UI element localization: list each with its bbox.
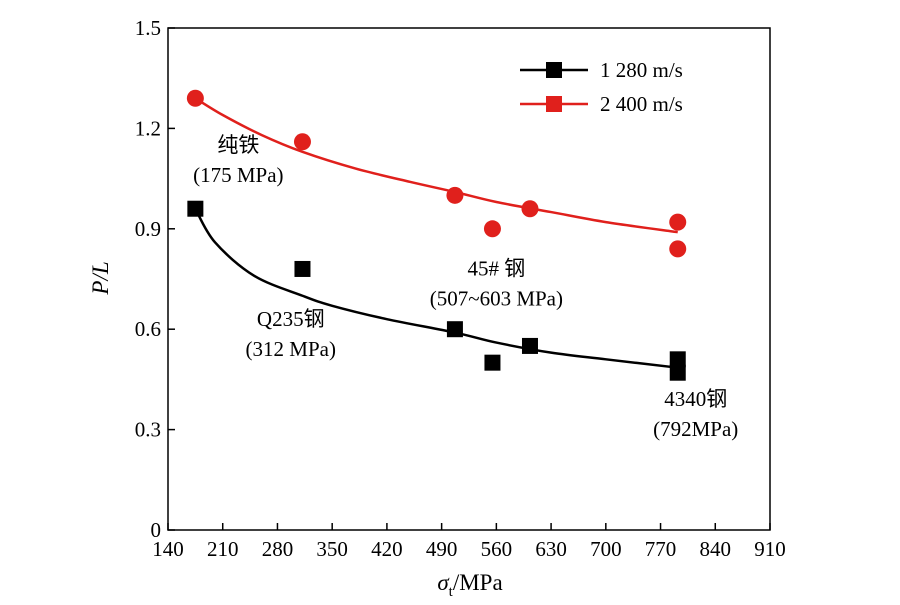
data-point-series-1 (293, 133, 311, 151)
y-tick-label: 0.3 (135, 418, 161, 442)
annotation-3-line-0: 4340钢 (664, 387, 727, 411)
data-point-series-0 (294, 260, 311, 277)
y-axis-title: P/L (88, 261, 113, 295)
x-axis-ticks: 140 210 280 350 420 490 560 630 700 770 840 910 (152, 523, 786, 561)
y-tick-label: 0 (151, 518, 162, 542)
legend-label-series-0: 1 280 m/s (600, 58, 683, 82)
x-axis-subscript: t (449, 584, 454, 600)
x-tick-label: 840 (700, 537, 732, 561)
y-tick-label: 0.6 (135, 317, 161, 341)
x-tick-label: 700 (590, 537, 622, 561)
x-tick-label: 490 (426, 537, 458, 561)
x-axis-title: σt/MPa (437, 570, 502, 600)
fit-curve-series-0 (194, 208, 678, 369)
annotation-1-line-1: (312 MPa) (246, 337, 336, 361)
data-point-series-1 (483, 220, 501, 238)
data-point-series-0 (521, 337, 538, 354)
x-tick-label: 630 (535, 537, 567, 561)
data-markers (186, 89, 687, 381)
data-point-series-1 (186, 89, 204, 107)
y-tick-label: 0.9 (135, 217, 161, 241)
data-point-series-0 (187, 200, 204, 217)
x-axis-symbol: σ (437, 570, 450, 595)
x-tick-label: 770 (645, 537, 677, 561)
data-point-series-0 (669, 364, 686, 381)
y-tick-label: 1.2 (135, 116, 161, 140)
x-tick-label: 210 (207, 537, 239, 561)
annotation-1-line-0: Q235钢 (257, 307, 325, 331)
data-point-series-1 (669, 240, 687, 258)
x-tick-label: 910 (754, 537, 786, 561)
annotations: 纯铁 (175 MPa) Q235钢 (312 MPa) 45# 钢 (507~603 M… (193, 133, 738, 441)
y-axis-ticks: 0 0.3 0.6 0.9 1.2 1.5 (135, 16, 175, 542)
x-tick-label: 140 (152, 537, 184, 561)
legend-marker-series-1 (546, 96, 562, 112)
data-point-series-0 (446, 321, 463, 338)
x-tick-label: 560 (481, 537, 513, 561)
x-axis-unit: /MPa (453, 570, 503, 595)
annotation-2-line-1: (507~603 MPa) (430, 287, 563, 311)
data-point-series-0 (484, 354, 501, 371)
data-point-series-1 (669, 213, 687, 231)
fit-curves (194, 97, 678, 369)
x-tick-label: 420 (371, 537, 403, 561)
annotation-3-line-1: (792MPa) (653, 417, 738, 441)
data-point-series-0 (669, 351, 686, 368)
fit-curve-series-1 (194, 97, 678, 234)
legend: 1 280 m/s 2 400 m/s (520, 58, 683, 116)
annotation-2-line-0: 45# 钢 (467, 257, 525, 281)
x-tick-label: 280 (262, 537, 294, 561)
plot-border (167, 27, 771, 531)
annotation-0-line-1: (175 MPa) (193, 163, 283, 187)
data-point-series-1 (521, 200, 539, 218)
annotation-0-line-0: 纯铁 (217, 133, 259, 157)
legend-label-series-1: 2 400 m/s (600, 92, 683, 116)
data-point-series-1 (446, 186, 464, 204)
y-tick-label: 1.5 (135, 16, 161, 40)
legend-marker-series-0 (546, 62, 562, 78)
plot-frame (167, 27, 771, 531)
x-tick-label: 350 (316, 537, 348, 561)
